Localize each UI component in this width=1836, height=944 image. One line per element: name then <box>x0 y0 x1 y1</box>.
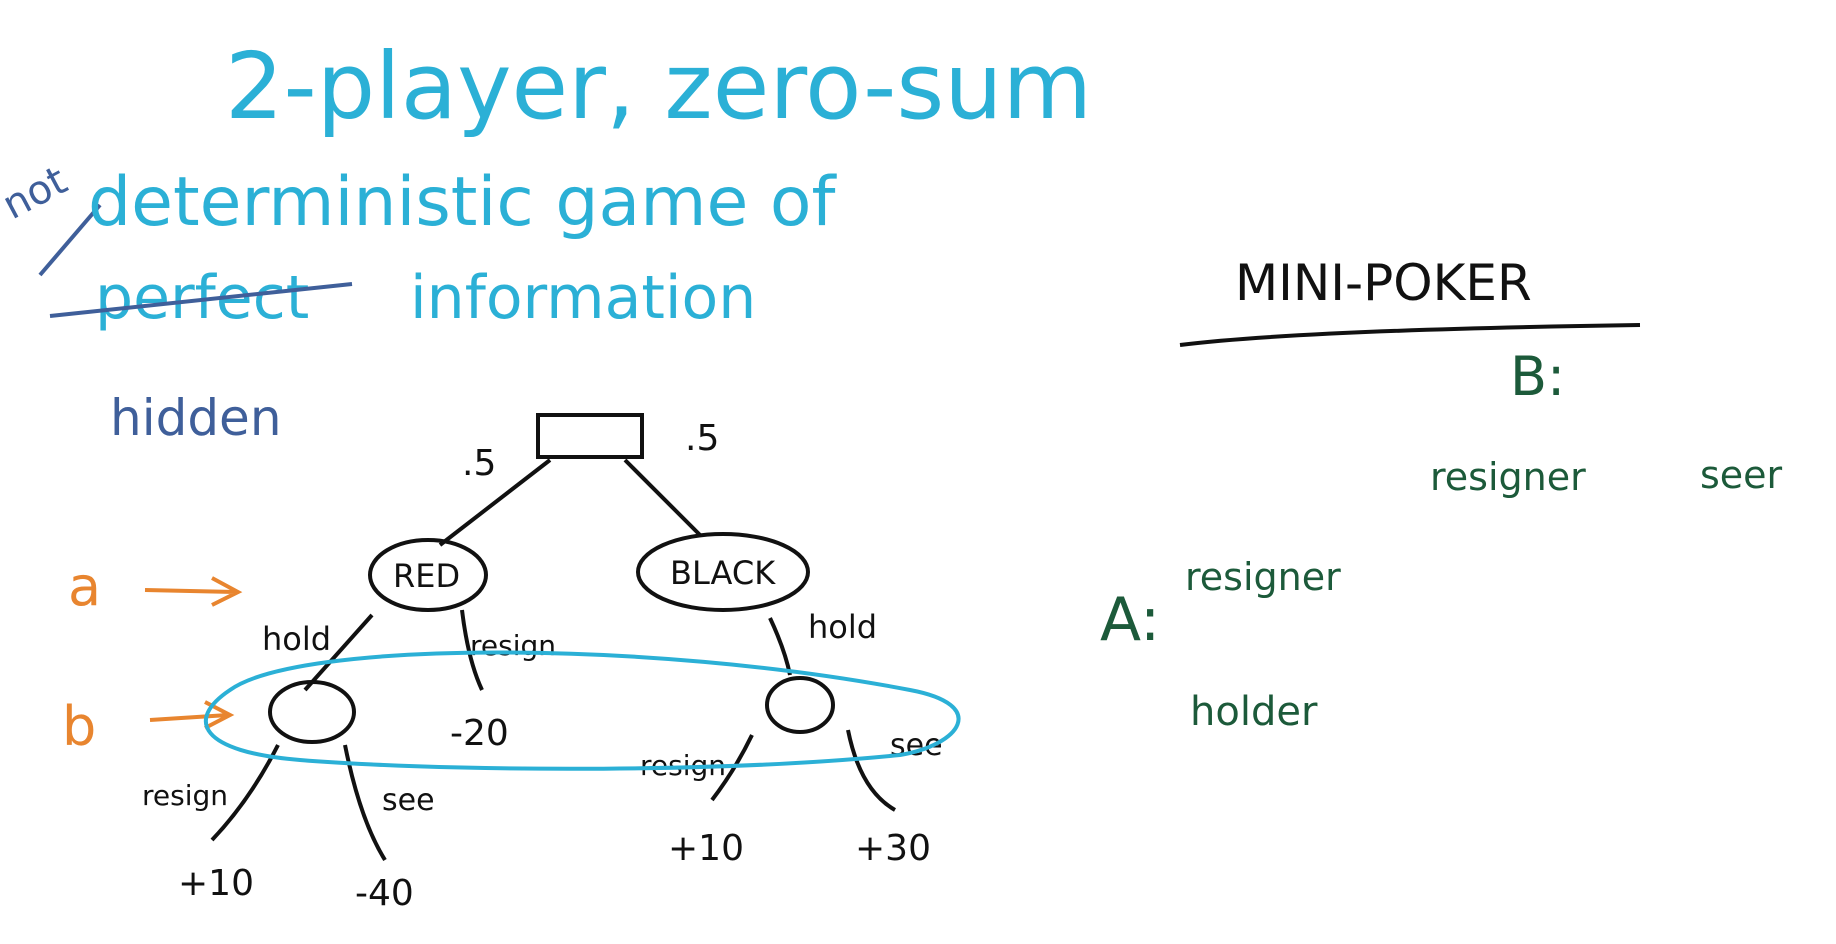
left-resign-value: +10 <box>178 863 254 904</box>
left-resign-label: resign <box>142 779 228 812</box>
red-resign-value: -20 <box>450 713 509 754</box>
col-seer: seer <box>1700 453 1783 497</box>
edge-black-hold <box>768 617 792 676</box>
node-right-b <box>765 676 835 734</box>
arrow-b <box>149 700 235 730</box>
heading-line2: deterministic game of <box>88 163 837 242</box>
red-hold-label: hold <box>262 620 331 658</box>
row-holder: holder <box>1190 689 1318 735</box>
root-right-prob: .5 <box>685 418 719 459</box>
insert-caret <box>38 203 102 277</box>
player-b-label: B: <box>1510 345 1565 408</box>
red-resign-label: resign <box>470 629 556 662</box>
node-black <box>636 532 810 612</box>
insert-not: not <box>0 157 75 228</box>
matrix-title: MINI-POKER <box>1235 254 1532 312</box>
heading-line3: information <box>410 263 756 333</box>
label-a: a <box>68 555 101 618</box>
black-hold-label: hold <box>808 608 877 646</box>
root-left-prob: .5 <box>462 443 496 484</box>
edge-root-black <box>623 458 702 537</box>
edge-right-resign <box>710 734 754 802</box>
node-black-label: BLACK <box>670 554 776 592</box>
row-resigner: resigner <box>1185 555 1341 599</box>
edge-red-resign <box>460 609 484 691</box>
edge-red-hold <box>303 613 374 692</box>
player-a-label: A: <box>1100 585 1160 655</box>
left-see-label: see <box>382 783 435 818</box>
root-node <box>536 413 644 459</box>
node-left-b <box>268 680 356 744</box>
col-resigner: resigner <box>1430 455 1586 499</box>
edge-left-see <box>343 744 387 862</box>
edge-root-red <box>438 458 552 547</box>
node-red <box>368 538 488 612</box>
insert-hidden: hidden <box>110 389 282 447</box>
left-see-value: -40 <box>355 873 414 914</box>
information-set-loop <box>203 650 961 771</box>
edge-right-see <box>846 729 897 812</box>
right-resign-value: +10 <box>668 828 744 869</box>
strikethrough-line <box>49 282 353 318</box>
arrow-a <box>144 576 243 607</box>
label-b: b <box>62 695 96 758</box>
heading-line1: 2-player, zero-sum <box>225 33 1092 140</box>
title-underline <box>1179 323 1641 347</box>
right-see-value: +30 <box>855 828 931 869</box>
node-red-label: RED <box>393 557 460 595</box>
